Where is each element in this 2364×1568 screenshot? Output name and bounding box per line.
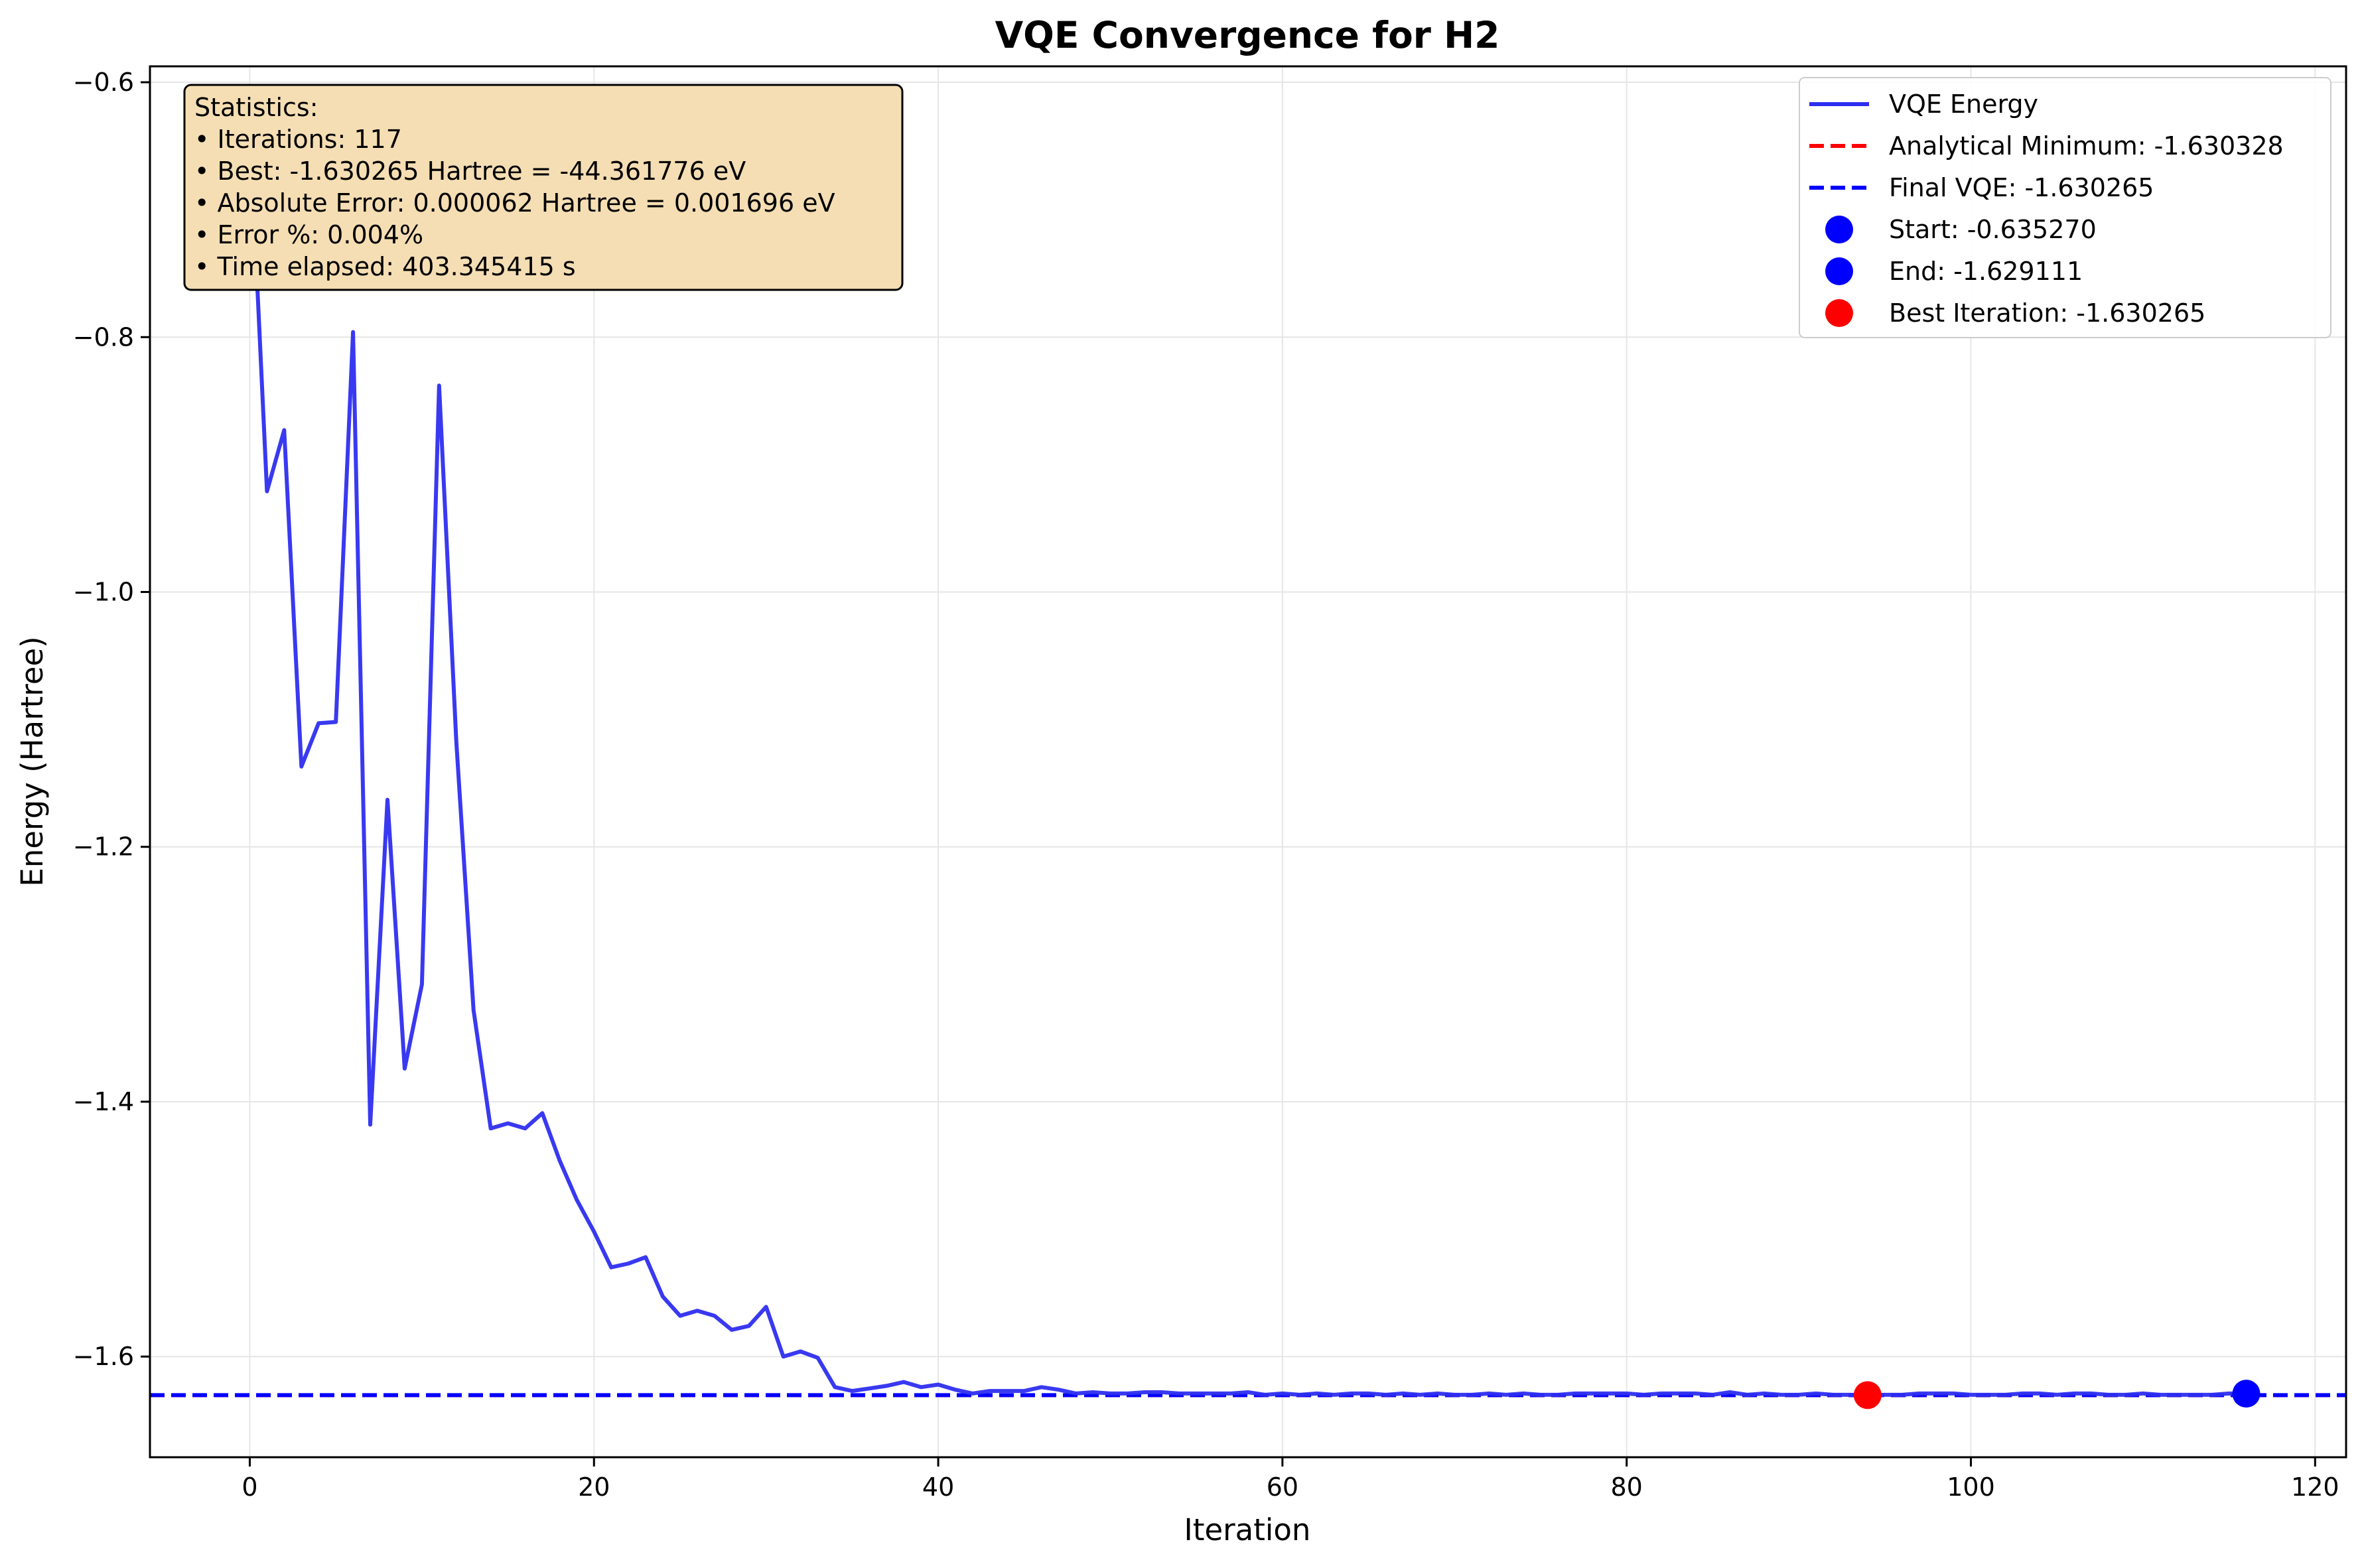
y-axis-label: Energy (Hartree) (15, 636, 50, 886)
x-tick-label: 120 (2291, 1472, 2339, 1502)
legend-entry-label: End: -1.629111 (1889, 257, 2083, 286)
series-line-vqe-energy (247, 127, 2247, 1398)
statistics-line: Statistics: (194, 93, 318, 122)
grid (150, 66, 2346, 1457)
statistics-line: • Error %: 0.004% (194, 220, 423, 249)
legend: VQE Energy Analytical Minimum: -1.630328 F… (1799, 77, 2331, 338)
series-layer (247, 127, 2247, 1398)
y-axis: −1.6 −1.4 −1.2 −1.0 −0.8 −0.6 (73, 68, 150, 1371)
legend-entry-label: VQE Energy (1889, 90, 2038, 119)
legend-entry-label: Best Iteration: -1.630265 (1889, 298, 2205, 328)
x-axis-label: Iteration (1184, 1512, 1311, 1547)
legend-entry-label: Start: -0.635270 (1889, 215, 2097, 244)
x-tick-label: 80 (1611, 1472, 1643, 1502)
y-tick-label: −1.0 (73, 577, 134, 606)
legend-swatch-dot (1825, 216, 1853, 243)
legend-frame (1799, 77, 2331, 338)
end-marker (2232, 1380, 2260, 1408)
legend-swatch-dot (1825, 257, 1853, 285)
statistics-line: • Iterations: 117 (194, 125, 402, 154)
x-tick-label: 40 (922, 1472, 954, 1502)
y-tick-label: −1.6 (73, 1342, 134, 1371)
y-tick-label: −1.4 (73, 1087, 134, 1116)
statistics-line: • Absolute Error: 0.000062 Hartree = 0.0… (194, 188, 835, 218)
x-tick-label: 20 (578, 1472, 610, 1502)
plot-frame (149, 65, 2347, 1459)
legend-entry-label: Final VQE: -1.630265 (1889, 173, 2154, 202)
y-tick-label: −1.2 (73, 832, 134, 862)
statistics-line: • Time elapsed: 403.345415 s (194, 252, 576, 281)
x-tick-label: 0 (242, 1472, 257, 1502)
legend-swatch-dot (1825, 299, 1853, 327)
y-tick-label: −0.6 (73, 68, 134, 97)
x-axis: 0 20 40 60 80 100 120 (242, 1457, 2339, 1502)
chart-title: VQE Convergence for H2 (995, 14, 1500, 56)
x-tick-label: 100 (1947, 1472, 1995, 1502)
x-tick-label: 60 (1267, 1472, 1298, 1502)
best-iteration-marker (1853, 1381, 1882, 1409)
y-tick-label: −0.8 (73, 322, 134, 352)
statistics-box: Statistics: • Iterations: 117 • Best: -1.6… (183, 84, 904, 291)
statistics-line: • Best: -1.630265 Hartree = -44.361776 e… (194, 157, 746, 186)
legend-entry-label: Analytical Minimum: -1.630328 (1889, 131, 2284, 161)
statistics-box-frame (183, 84, 904, 291)
